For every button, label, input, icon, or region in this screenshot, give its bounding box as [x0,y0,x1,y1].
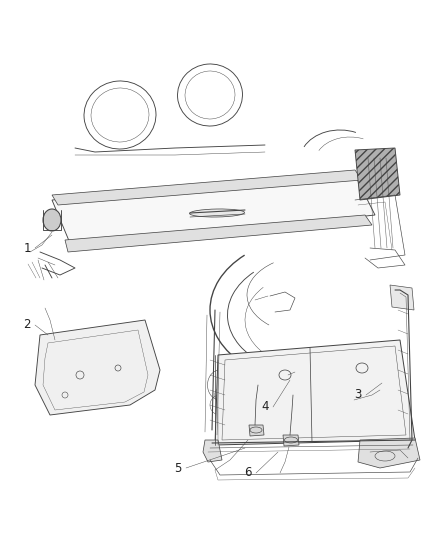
Text: 3: 3 [354,389,362,401]
Text: 5: 5 [174,462,182,474]
Text: 1: 1 [23,241,31,254]
Polygon shape [35,320,160,415]
Polygon shape [52,175,375,248]
Ellipse shape [190,209,244,217]
Polygon shape [390,285,414,310]
Text: 2: 2 [23,319,31,332]
Polygon shape [358,438,420,468]
Ellipse shape [43,209,61,231]
Polygon shape [52,170,362,205]
Polygon shape [355,148,400,200]
Polygon shape [203,440,222,462]
Polygon shape [249,425,264,436]
Polygon shape [283,435,299,446]
Ellipse shape [285,437,297,443]
Text: 4: 4 [261,400,269,414]
Polygon shape [215,340,415,445]
Text: 6: 6 [244,466,252,480]
Ellipse shape [250,427,262,433]
Polygon shape [65,215,372,252]
